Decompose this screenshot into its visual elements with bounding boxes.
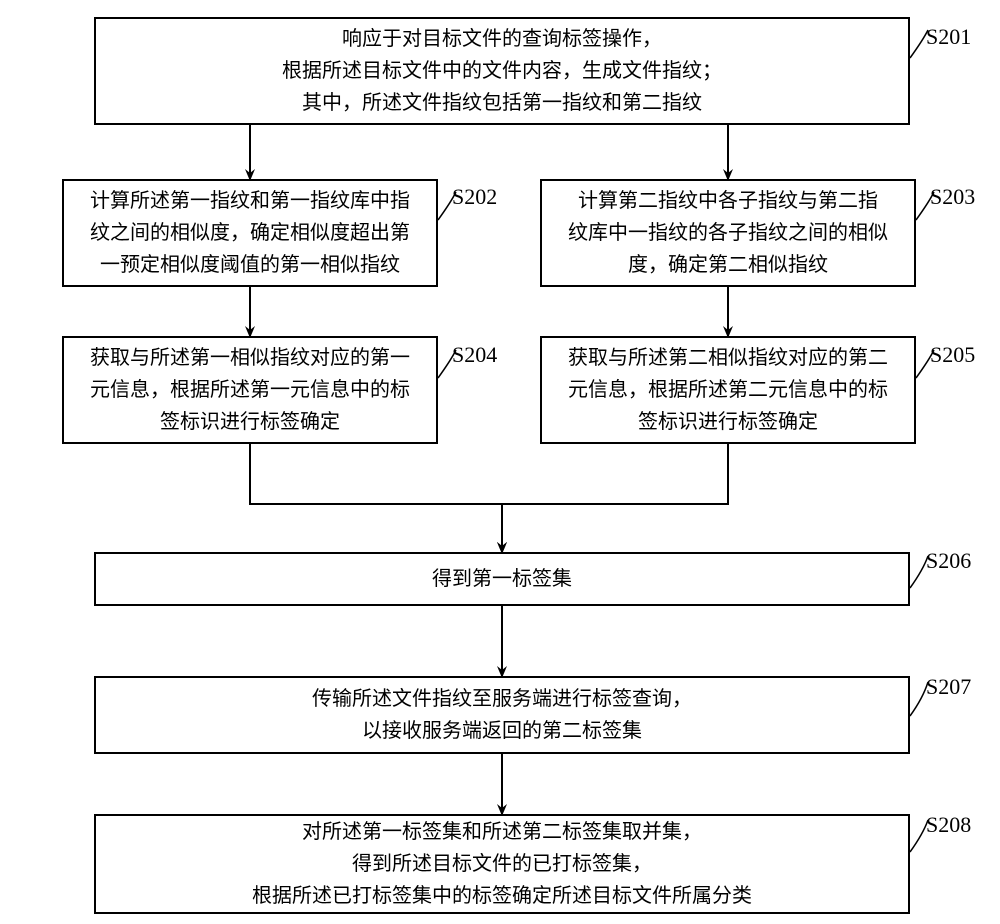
node-s201: 响应于对目标文件的查询标签操作，根据所述目标文件中的文件内容，生成文件指纹；其中… xyxy=(94,17,910,125)
node-text: 纹之间的相似度，确定相似度超出第 xyxy=(90,217,410,249)
node-s203: 计算第二指纹中各子指纹与第二指纹库中一指纹的各子指纹之间的相似度，确定第二相似指… xyxy=(540,179,916,287)
node-text: 签标识进行标签确定 xyxy=(160,406,340,438)
node-text: 计算第二指纹中各子指纹与第二指 xyxy=(578,185,878,217)
edge-s204-s206 xyxy=(250,444,502,552)
node-text: 得到第一标签集 xyxy=(432,563,572,595)
node-text: 元信息，根据所述第一元信息中的标 xyxy=(90,374,410,406)
node-text: 纹库中一指纹的各子指纹之间的相似 xyxy=(568,217,888,249)
flowchart-canvas: 响应于对目标文件的查询标签操作，根据所述目标文件中的文件内容，生成文件指纹；其中… xyxy=(0,0,1000,924)
node-text: 获取与所述第二相似指纹对应的第二 xyxy=(568,342,888,374)
step-label-s203: S203 xyxy=(930,184,975,210)
node-text: 获取与所述第一相似指纹对应的第一 xyxy=(90,342,410,374)
arrows-layer xyxy=(0,0,1000,924)
node-text: 根据所述目标文件中的文件内容，生成文件指纹； xyxy=(282,55,722,87)
step-label-s204: S204 xyxy=(452,342,497,368)
step-label-s208: S208 xyxy=(926,812,971,838)
node-text: 对所述第一标签集和所述第二标签集取并集， xyxy=(302,816,702,848)
node-text: 传输所述文件指纹至服务端进行标签查询， xyxy=(312,683,692,715)
node-s206: 得到第一标签集 xyxy=(94,552,910,606)
node-text: 其中，所述文件指纹包括第一指纹和第二指纹 xyxy=(302,87,702,119)
node-text: 度，确定第二相似指纹 xyxy=(628,249,828,281)
node-text: 签标识进行标签确定 xyxy=(638,406,818,438)
step-label-s201: S201 xyxy=(926,24,971,50)
node-s208: 对所述第一标签集和所述第二标签集取并集，得到所述目标文件的已打标签集，根据所述已… xyxy=(94,814,910,914)
node-s207: 传输所述文件指纹至服务端进行标签查询，以接收服务端返回的第二标签集 xyxy=(94,676,910,754)
node-text: 根据所述已打标签集中的标签确定所述目标文件所属分类 xyxy=(252,880,752,912)
node-s204: 获取与所述第一相似指纹对应的第一元信息，根据所述第一元信息中的标签标识进行标签确… xyxy=(62,336,438,444)
node-s202: 计算所述第一指纹和第一指纹库中指纹之间的相似度，确定相似度超出第一预定相似度阈值… xyxy=(62,179,438,287)
step-label-s205: S205 xyxy=(930,342,975,368)
step-label-s207: S207 xyxy=(926,674,971,700)
node-text: 元信息，根据所述第二元信息中的标 xyxy=(568,374,888,406)
edge-s205-s206 xyxy=(502,444,728,552)
step-label-s206: S206 xyxy=(926,548,971,574)
node-text: 得到所述目标文件的已打标签集， xyxy=(352,848,652,880)
node-text: 一预定相似度阈值的第一相似指纹 xyxy=(100,249,400,281)
node-text: 响应于对目标文件的查询标签操作， xyxy=(342,23,662,55)
node-text: 计算所述第一指纹和第一指纹库中指 xyxy=(90,185,410,217)
node-text: 以接收服务端返回的第二标签集 xyxy=(362,715,642,747)
step-label-s202: S202 xyxy=(452,184,497,210)
node-s205: 获取与所述第二相似指纹对应的第二元信息，根据所述第二元信息中的标签标识进行标签确… xyxy=(540,336,916,444)
